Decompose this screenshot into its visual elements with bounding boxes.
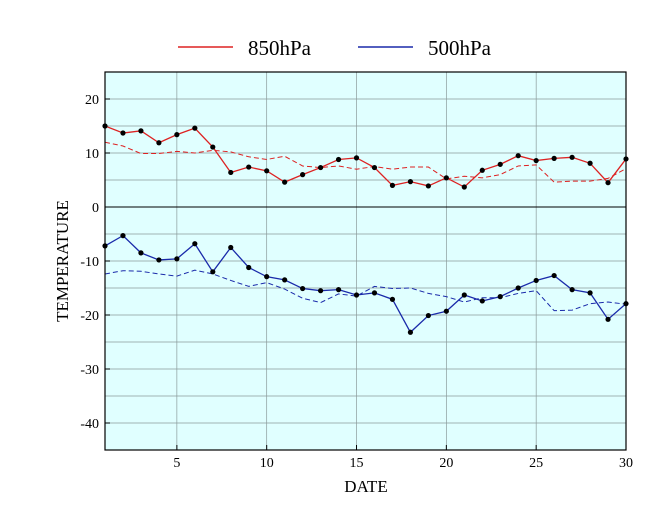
data-point-500hpa xyxy=(515,285,521,291)
data-point-850hpa xyxy=(587,160,593,166)
data-point-850hpa xyxy=(300,172,306,178)
data-point-500hpa xyxy=(353,292,360,298)
x-tick-label: 20 xyxy=(439,456,453,471)
series-line-850hpa-climatology xyxy=(104,141,627,183)
data-point-500hpa xyxy=(389,296,396,302)
data-point-500hpa xyxy=(246,264,252,271)
y-axis-title: TEMPERATURE xyxy=(53,200,72,322)
data-point-850hpa xyxy=(156,140,162,146)
y-tick-label: -20 xyxy=(80,309,99,324)
data-point-500hpa xyxy=(317,288,324,294)
data-point-500hpa xyxy=(407,329,414,335)
data-point-850hpa xyxy=(228,169,234,176)
data-point-850hpa xyxy=(479,167,485,173)
data-point-500hpa xyxy=(479,298,485,304)
y-tick-label: -30 xyxy=(80,363,99,378)
data-point-850hpa xyxy=(425,183,431,189)
data-point-850hpa xyxy=(407,179,414,185)
x-axis-ticks: 5 10 15 20 25 30 xyxy=(173,445,633,471)
legend-label-850hpa: 850hPa xyxy=(248,36,312,60)
data-point-850hpa xyxy=(282,179,288,185)
y-tick-label: 20 xyxy=(85,93,99,108)
data-point-850hpa xyxy=(569,154,575,160)
legend: 850hPa 500hPa xyxy=(178,36,492,60)
series-line-850hpa xyxy=(104,125,627,188)
data-point-500hpa xyxy=(551,272,557,279)
data-point-850hpa xyxy=(533,157,539,164)
data-point-850hpa xyxy=(443,175,449,181)
data-point-850hpa xyxy=(515,153,521,159)
x-axis-title: DATE xyxy=(344,477,387,496)
data-point-850hpa xyxy=(192,125,198,131)
data-point-850hpa xyxy=(461,184,467,190)
data-point-850hpa xyxy=(335,156,342,163)
data-point-500hpa xyxy=(569,287,575,293)
data-point-500hpa xyxy=(192,241,198,247)
data-point-500hpa xyxy=(156,257,162,263)
y-tick-label: 0 xyxy=(92,201,99,216)
data-point-500hpa xyxy=(264,274,270,280)
data-point-850hpa xyxy=(497,161,503,167)
data-point-850hpa xyxy=(353,155,360,161)
series-layer xyxy=(102,123,629,335)
data-point-500hpa xyxy=(443,308,449,314)
data-point-500hpa xyxy=(425,312,431,319)
data-point-850hpa xyxy=(317,164,324,171)
y-tick-label: -10 xyxy=(80,255,99,270)
data-point-500hpa xyxy=(138,250,144,256)
data-point-500hpa xyxy=(174,256,180,262)
data-point-500hpa xyxy=(120,233,126,239)
data-point-850hpa xyxy=(210,144,216,150)
data-point-850hpa xyxy=(246,164,252,170)
series-line-500hpa xyxy=(104,234,627,334)
data-point-500hpa xyxy=(210,269,216,275)
data-point-850hpa xyxy=(120,130,126,136)
data-point-500hpa xyxy=(335,287,342,293)
y-tick-label: 10 xyxy=(85,147,99,162)
data-point-850hpa xyxy=(389,182,396,188)
x-tick-label: 5 xyxy=(173,456,180,471)
data-point-500hpa xyxy=(371,290,378,296)
data-point-850hpa xyxy=(605,180,611,186)
data-point-500hpa xyxy=(497,294,503,300)
data-point-500hpa xyxy=(300,285,306,292)
data-point-500hpa xyxy=(587,290,593,296)
x-tick-label: 10 xyxy=(260,456,274,471)
data-point-850hpa xyxy=(264,168,270,174)
y-axis-ticks: 20 10 0 -10 -20 -30 -40 xyxy=(80,93,110,432)
data-point-850hpa xyxy=(174,132,180,138)
data-point-850hpa xyxy=(371,164,378,171)
data-point-500hpa xyxy=(605,316,611,322)
legend-label-500hpa: 500hPa xyxy=(428,36,492,60)
y-tick-label: -40 xyxy=(80,417,99,432)
data-point-850hpa xyxy=(138,128,144,134)
data-point-500hpa xyxy=(282,277,288,283)
data-point-500hpa xyxy=(533,277,539,284)
data-point-850hpa xyxy=(551,155,557,161)
x-tick-label: 15 xyxy=(350,456,364,471)
data-point-500hpa xyxy=(228,244,234,251)
x-tick-label: 25 xyxy=(529,456,543,471)
data-point-500hpa xyxy=(461,292,467,298)
x-tick-label: 30 xyxy=(619,456,633,471)
series-line-500hpa-climatology xyxy=(104,269,627,312)
